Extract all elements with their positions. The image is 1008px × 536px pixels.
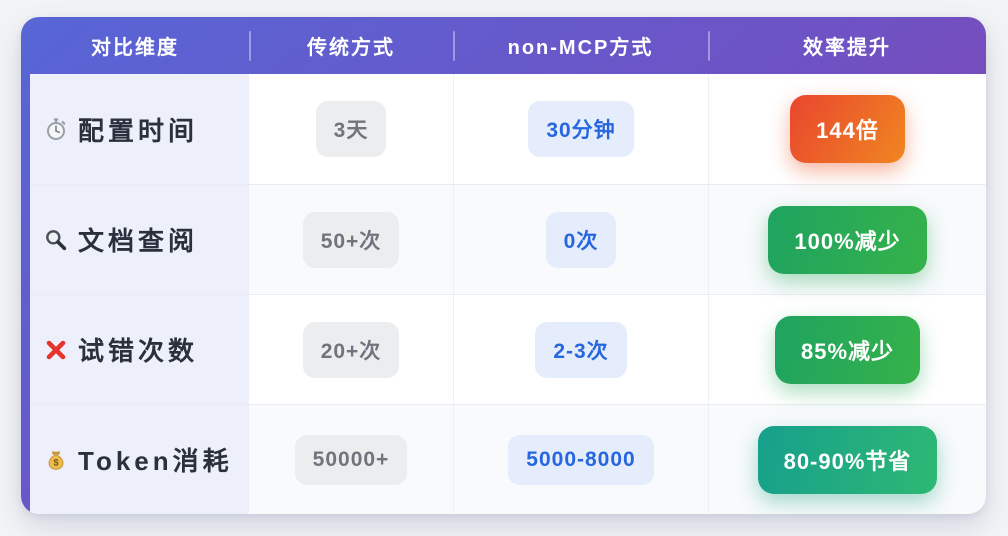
table-row-doc-lookups: 文档查阅 50+次 0次 100%减少	[30, 184, 986, 294]
dimension-cell: 文档查阅	[30, 185, 249, 294]
efficiency-gain-cell: 80-90%节省	[708, 405, 986, 514]
table-row-trial-errors: 试错次数 20+次 2-3次 85%减少	[30, 294, 986, 404]
traditional-value-cell: 20+次	[249, 295, 453, 404]
dimension-label: Token消耗	[78, 446, 233, 476]
dimension-label: 文档查阅	[78, 226, 199, 256]
stopwatch-icon	[44, 117, 68, 141]
dimension-label: 配置时间	[78, 115, 199, 146]
nonmcp-value-cell: 5000-8000	[453, 405, 708, 514]
nonmcp-value-pill: 0次	[545, 211, 617, 268]
table-row-config-time: 配置时间 3天 30分钟 144倍	[30, 74, 986, 184]
nonmcp-value-cell: 30分钟	[453, 74, 708, 184]
nonmcp-value-pill: 30分钟	[528, 101, 634, 157]
dimension-cell: 试错次数	[30, 295, 249, 404]
traditional-value-cell: 50+次	[249, 185, 453, 294]
nonmcp-value-pill: 2-3次	[535, 321, 627, 378]
magnifier-icon	[44, 228, 68, 252]
dimension-cell: 配置时间	[30, 74, 249, 184]
efficiency-gain-badge: 85%减少	[774, 315, 921, 384]
efficiency-gain-cell: 100%减少	[708, 185, 986, 294]
efficiency-gain-badge: 100%减少	[768, 205, 927, 274]
table-body: 配置时间 3天 30分钟 144倍 文档查阅	[30, 74, 986, 514]
dimension-label: 试错次数	[78, 336, 199, 366]
svg-text:$: $	[53, 457, 59, 468]
table-row-token-usage: $ Token消耗 50000+ 5000-8000 80-90%节省	[30, 404, 986, 514]
column-header-traditional: 传统方式	[249, 17, 453, 74]
efficiency-gain-badge: 80-90%节省	[757, 425, 938, 494]
column-header-efficiency: 效率提升	[708, 17, 986, 74]
column-header-non-mcp: non-MCP方式	[453, 17, 708, 74]
efficiency-gain-cell: 144倍	[708, 74, 986, 184]
traditional-value-cell: 50000+	[249, 405, 453, 514]
nonmcp-value-pill: 5000-8000	[508, 434, 654, 485]
dimension-cell: $ Token消耗	[30, 405, 249, 514]
traditional-value-pill: 3天	[315, 101, 387, 157]
traditional-value-pill: 50000+	[294, 434, 408, 485]
cross-mark-icon	[44, 338, 68, 362]
comparison-table: 对比维度 传统方式 non-MCP方式 效率提升 配置时间	[21, 17, 986, 514]
traditional-value-cell: 3天	[249, 74, 453, 184]
table-header-row: 对比维度 传统方式 non-MCP方式 效率提升	[21, 17, 986, 74]
traditional-value-pill: 50+次	[302, 211, 400, 268]
nonmcp-value-cell: 2-3次	[453, 295, 708, 404]
column-header-dimension: 对比维度	[91, 37, 179, 59]
money-bag-icon: $	[44, 448, 68, 472]
efficiency-gain-cell: 85%减少	[708, 295, 986, 404]
efficiency-gain-badge: 144倍	[790, 95, 905, 163]
traditional-value-pill: 20+次	[302, 321, 400, 378]
nonmcp-value-cell: 0次	[453, 185, 708, 294]
